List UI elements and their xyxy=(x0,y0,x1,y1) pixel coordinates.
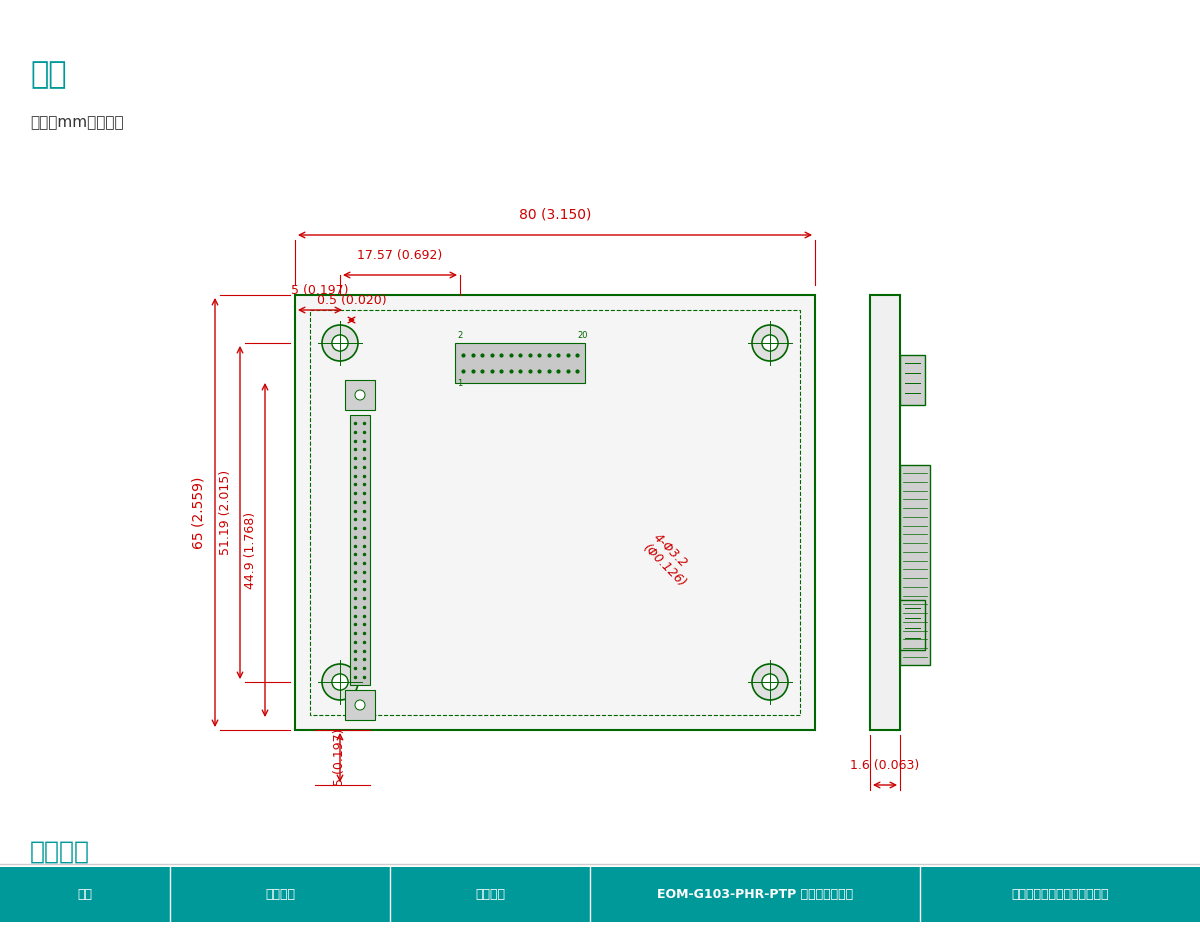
Bar xyxy=(900,600,925,650)
Text: 4-Φ3.2
(Φ0.126): 4-Φ3.2 (Φ0.126) xyxy=(640,530,700,590)
Circle shape xyxy=(332,335,348,351)
Text: 80 (3.150): 80 (3.150) xyxy=(518,207,592,221)
Text: 65 (2.559): 65 (2.559) xyxy=(191,476,205,548)
Text: EOM-G103-PHR-PTP 网管型冒余模块: EOM-G103-PHR-PTP 网管型冒余模块 xyxy=(656,888,853,901)
Circle shape xyxy=(355,390,365,400)
Text: 1: 1 xyxy=(457,379,462,388)
Circle shape xyxy=(322,664,358,700)
Bar xyxy=(310,310,800,715)
Bar xyxy=(455,343,586,383)
Bar xyxy=(900,355,925,405)
Text: 17.57 (0.692): 17.57 (0.692) xyxy=(358,249,443,262)
Circle shape xyxy=(355,700,365,710)
Text: 44.9 (1.768): 44.9 (1.768) xyxy=(244,511,257,589)
Circle shape xyxy=(762,674,778,690)
Text: 单位：mm（英寸）: 单位：mm（英寸） xyxy=(30,115,124,130)
Bar xyxy=(346,380,374,410)
Text: 51.19 (2.015): 51.19 (2.015) xyxy=(220,470,232,555)
Bar xyxy=(350,415,370,685)
Circle shape xyxy=(322,325,358,361)
Circle shape xyxy=(762,335,778,351)
Text: 型号: 型号 xyxy=(78,888,92,901)
Text: 订购信息: 订购信息 xyxy=(30,840,90,864)
Text: 尺寸: 尺寸 xyxy=(30,60,66,89)
Text: 20: 20 xyxy=(577,331,588,340)
Circle shape xyxy=(752,664,788,700)
Text: 工作温度: 工作温度 xyxy=(265,888,295,901)
Bar xyxy=(900,465,930,665)
Circle shape xyxy=(332,674,348,690)
Text: 2: 2 xyxy=(457,331,462,340)
Bar xyxy=(295,295,815,730)
Text: 输入电压: 输入电压 xyxy=(475,888,505,901)
Text: 5 (0.197): 5 (0.197) xyxy=(334,729,347,786)
Bar xyxy=(0,867,1200,922)
Text: 1.6 (0.063): 1.6 (0.063) xyxy=(851,759,919,772)
Bar xyxy=(346,690,374,720)
Circle shape xyxy=(752,325,788,361)
Bar xyxy=(870,295,900,730)
Text: 0.5 (0.020): 0.5 (0.020) xyxy=(317,294,386,307)
Text: 5 (0.197): 5 (0.197) xyxy=(292,284,349,297)
Text: 用于测试和应用开发的开发板: 用于测试和应用开发的开发板 xyxy=(1012,888,1109,901)
